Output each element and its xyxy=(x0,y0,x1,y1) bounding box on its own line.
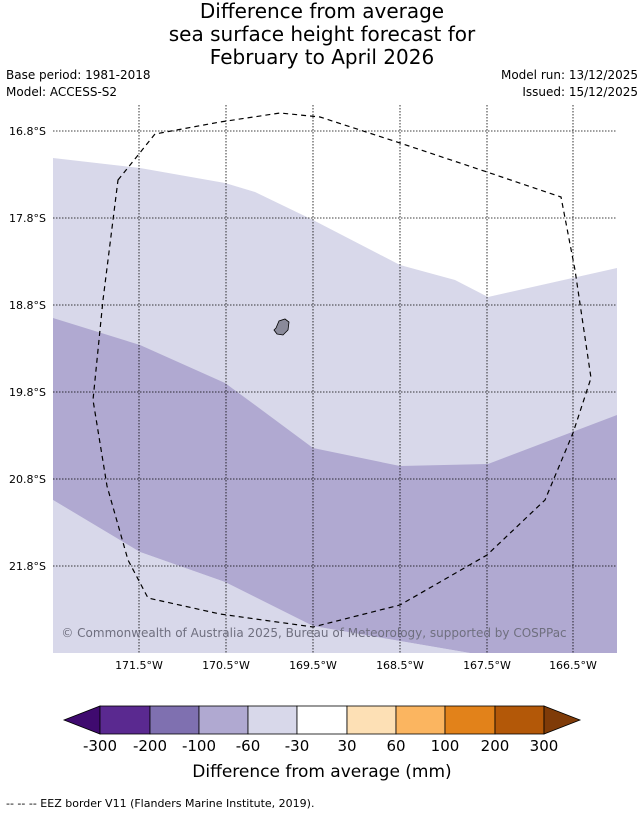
map-title: Difference from average sea surface heig… xyxy=(0,0,644,69)
colorbar-tick-label: 300 xyxy=(530,737,559,755)
title-line-2: sea surface height forecast for xyxy=(168,22,476,46)
colorbar xyxy=(62,705,582,735)
colorbar-segment xyxy=(395,705,446,735)
lon-label: 166.5°W xyxy=(549,659,597,672)
anomaly-region-medium xyxy=(53,318,617,653)
title-line-3: February to April 2026 xyxy=(209,45,435,69)
lon-labels: 171.5°W 170.5°W 169.5°W 168.5°W 167.5°W … xyxy=(115,659,597,672)
lat-label: 17.8°S xyxy=(9,212,46,225)
colorbar-tick-label: -60 xyxy=(236,737,261,755)
issued-date: Issued: 15/12/2025 xyxy=(522,85,638,99)
meta-left: Base period: 1981-2018 Model: ACCESS-S2 xyxy=(6,67,151,101)
colorbar-segment xyxy=(444,705,496,735)
model-run: Model run: 13/12/2025 xyxy=(500,68,638,82)
colorbar-segment xyxy=(198,705,249,735)
colorbar-extend-high xyxy=(543,705,582,735)
colorbar-extend-low xyxy=(62,705,101,735)
colorbar-title: Difference from average (mm) xyxy=(192,762,452,782)
colorbar-tick-label: -200 xyxy=(133,737,167,755)
colorbar-tick-label: 100 xyxy=(431,737,460,755)
lat-label: 19.8°S xyxy=(9,386,46,399)
lon-label: 169.5°W xyxy=(289,659,337,672)
lon-label: 171.5°W xyxy=(115,659,163,672)
island-shape xyxy=(273,318,290,336)
colorbar-segment xyxy=(346,705,397,735)
meta-right: Model run: 13/12/2025 Issued: 15/12/2025 xyxy=(501,67,638,101)
copyright-text: © Commonwealth of Australia 2025, Bureau… xyxy=(61,626,566,640)
colorbar-ticks: -300 -200 -100 -60 -30 30 60 100 200 300 xyxy=(83,737,558,755)
lat-label: 20.8°S xyxy=(9,473,46,486)
title-line-1: Difference from average xyxy=(199,0,445,23)
lon-label: 168.5°W xyxy=(376,659,424,672)
colorbar-tick-label: -100 xyxy=(182,737,216,755)
base-period: Base period: 1981-2018 xyxy=(6,68,151,82)
colorbar-segment xyxy=(149,705,200,735)
colorbar-tick-label: -30 xyxy=(285,737,310,755)
colorbar-segment xyxy=(296,705,348,735)
graticule xyxy=(53,105,617,653)
colorbar-tick-label: 30 xyxy=(337,737,356,755)
eez-footnote: -- -- -- EEZ border V11 (Flanders Marine… xyxy=(6,797,315,810)
anomaly-region-light-south xyxy=(53,500,470,653)
colorbar-segment xyxy=(247,705,298,735)
colorbar-tick-label: 200 xyxy=(481,737,510,755)
lon-label: 167.5°W xyxy=(463,659,511,672)
lat-label: 21.8°S xyxy=(9,560,46,573)
colorbar-tick-label: -300 xyxy=(83,737,117,755)
lat-labels: 16.8°S 17.8°S 18.8°S 19.8°S 20.8°S 21.8°… xyxy=(9,125,46,573)
lat-label: 18.8°S xyxy=(9,299,46,312)
lon-label: 170.5°W xyxy=(202,659,250,672)
colorbar-tick-label: 60 xyxy=(386,737,405,755)
colorbar-segment xyxy=(494,705,545,735)
lat-label: 16.8°S xyxy=(9,125,46,138)
eez-border xyxy=(92,112,592,628)
colorbar-segment xyxy=(99,705,151,735)
model-name: Model: ACCESS-S2 xyxy=(6,85,118,99)
